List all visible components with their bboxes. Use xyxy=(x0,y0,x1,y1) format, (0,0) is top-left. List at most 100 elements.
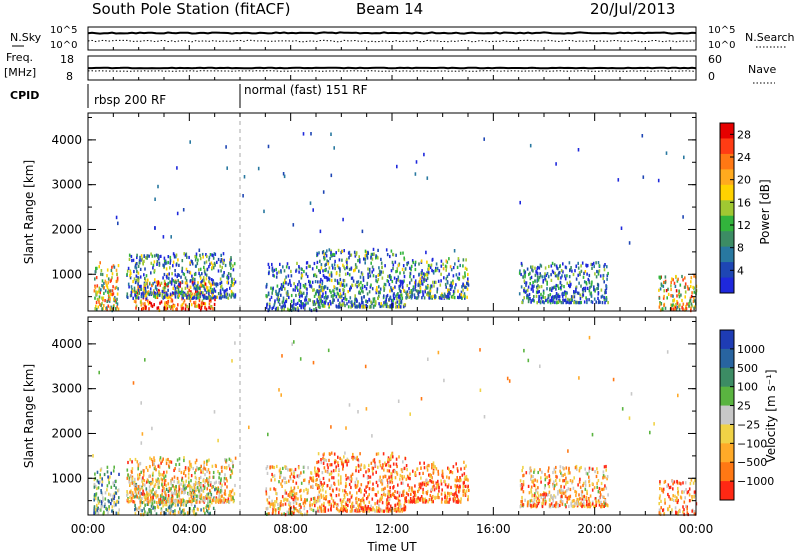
heatmap-cell xyxy=(357,458,359,462)
heatmap-cell xyxy=(308,298,310,302)
heatmap-cell xyxy=(182,499,185,503)
heatmap-cell xyxy=(345,477,348,481)
heatmap-cell xyxy=(151,254,154,258)
heatmap-cell xyxy=(94,296,96,300)
heatmap-cell xyxy=(395,278,398,282)
heatmap-cell xyxy=(130,285,133,289)
heatmap-cell xyxy=(135,266,138,270)
heatmap-cell xyxy=(302,132,305,136)
heatmap-cell xyxy=(467,478,469,482)
heatmap-cell xyxy=(104,299,106,303)
heatmap-cell xyxy=(288,508,291,512)
heatmap-cell xyxy=(219,264,221,268)
heatmap-cell xyxy=(368,463,370,467)
heatmap-cell xyxy=(391,260,394,264)
heatmap-cell xyxy=(282,265,284,269)
heatmap-cell xyxy=(293,298,295,302)
heatmap-cell xyxy=(365,507,367,511)
heatmap-cell xyxy=(195,500,197,504)
heatmap-cell xyxy=(445,285,447,289)
heatmap-cell xyxy=(356,280,358,284)
heatmap-cell xyxy=(369,285,372,289)
heatmap-cell xyxy=(175,490,178,494)
heatmap-cell xyxy=(275,500,278,504)
heatmap-cell xyxy=(109,297,111,301)
heatmap-cell xyxy=(163,264,165,268)
heatmap-cell xyxy=(131,491,134,495)
heatmap-cell xyxy=(431,296,433,300)
heatmap-cell xyxy=(422,290,424,294)
heatmap-cell xyxy=(414,288,416,292)
heatmap-cell xyxy=(370,504,372,508)
heatmap-cell xyxy=(406,290,409,294)
heatmap-cell xyxy=(280,270,282,274)
heatmap-cell xyxy=(110,268,113,273)
heatmap-cell xyxy=(195,468,197,472)
heatmap-cell xyxy=(580,269,583,273)
heatmap-cell xyxy=(600,500,602,504)
heatmap-cell xyxy=(230,266,232,270)
heatmap-cell xyxy=(382,475,385,479)
heatmap-cell xyxy=(183,293,185,297)
heatmap-cell xyxy=(421,483,423,487)
heatmap-cell xyxy=(333,146,335,150)
heatmap-cell xyxy=(342,505,345,509)
heatmap-cell xyxy=(403,289,405,293)
heatmap-cell xyxy=(214,282,216,286)
heatmap-cell xyxy=(453,249,456,253)
heatmap-cell xyxy=(381,509,383,513)
heatmap-cell xyxy=(279,474,282,478)
heatmap-cell xyxy=(362,278,365,282)
heatmap-cell xyxy=(134,457,137,462)
heatmap-cell xyxy=(195,252,198,256)
heatmap-cell xyxy=(539,300,542,304)
heatmap-cell xyxy=(210,493,213,497)
heatmap-cell xyxy=(109,306,111,310)
heatmap-cell xyxy=(316,486,319,490)
heatmap-cell xyxy=(217,488,220,492)
heatmap-cell xyxy=(340,305,343,309)
heatmap-cell xyxy=(150,457,153,462)
heatmap-cell xyxy=(685,304,687,308)
heatmap-cell xyxy=(210,283,212,287)
heatmap-cell xyxy=(136,262,138,266)
heatmap-cell xyxy=(321,289,324,293)
heatmap-cell xyxy=(525,283,527,287)
heatmap-cell xyxy=(223,258,225,262)
heatmap-cell xyxy=(282,296,285,300)
heatmap-cell xyxy=(117,287,119,291)
heatmap-cell xyxy=(411,486,413,490)
heatmap-cell xyxy=(276,492,278,496)
heatmap-cell xyxy=(344,489,346,493)
heatmap-cell xyxy=(177,480,180,484)
heatmap-cell xyxy=(132,280,134,284)
heatmap-cell xyxy=(418,262,420,266)
heatmap-cell xyxy=(212,266,215,270)
heatmap-cell xyxy=(192,296,194,300)
heatmap-cell xyxy=(178,494,181,498)
heatmap-cell xyxy=(184,512,186,516)
heatmap-cell xyxy=(198,487,200,491)
heatmap-cell xyxy=(360,289,363,293)
heatmap-cell xyxy=(183,272,186,277)
heatmap-cell xyxy=(175,308,177,312)
heatmap-cell xyxy=(389,480,391,484)
heatmap-cell xyxy=(152,266,154,270)
heatmap-cell xyxy=(392,298,394,302)
heatmap-cell xyxy=(216,295,218,299)
heatmap-cell xyxy=(429,265,432,270)
heatmap-cell xyxy=(274,308,277,312)
heatmap-cell xyxy=(225,292,228,296)
heatmap-cell xyxy=(540,292,542,296)
heatmap-cell xyxy=(401,285,404,289)
heatmap-cell xyxy=(188,468,190,472)
heatmap-cell xyxy=(523,279,526,283)
heatmap-cell xyxy=(189,279,192,283)
heatmap-cell xyxy=(150,304,153,308)
heatmap-cell xyxy=(323,503,325,508)
heatmap-cell xyxy=(165,267,168,271)
heatmap-cell xyxy=(523,288,525,292)
heatmap-cell xyxy=(190,303,193,307)
heatmap-cell xyxy=(460,290,463,294)
heatmap-cell xyxy=(358,302,361,306)
